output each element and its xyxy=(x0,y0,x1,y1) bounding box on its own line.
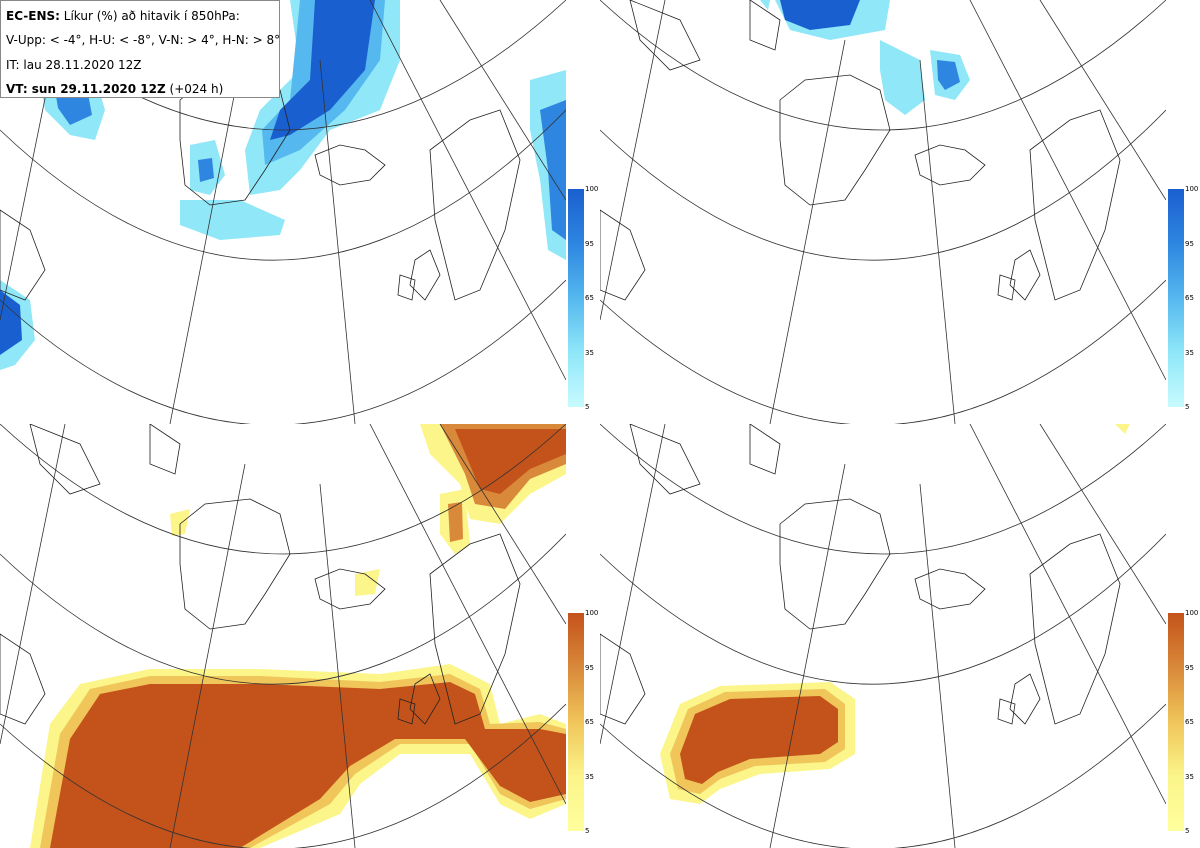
legend-line-1: EC-ENS: Líkur (%) að hitavik í 850hPa: xyxy=(6,9,240,23)
legend-line-2: V-Upp: < -4°, H-U: < -8°, V-N: > 4°, H-N… xyxy=(6,33,281,47)
graticule xyxy=(0,424,566,848)
colorbar-tick-label: 95 xyxy=(1185,239,1194,248)
panel-cold-minus8 xyxy=(600,0,1166,424)
coastlines xyxy=(0,424,521,725)
graticule xyxy=(600,424,1166,848)
colorbar-band xyxy=(568,722,584,777)
colorbar-band xyxy=(568,667,584,722)
colorbar-band xyxy=(1168,776,1184,831)
legend-vt-bold: VT: sun 29.11.2020 12Z xyxy=(6,82,166,96)
colorbar-tick-label: 95 xyxy=(1185,663,1194,672)
colorbar-band xyxy=(568,243,584,298)
colorbar-tick-label: 5 xyxy=(585,827,590,835)
map-warm-plus8 xyxy=(600,424,1166,848)
legend-vt-rest: (+024 h) xyxy=(169,82,224,96)
colorbar-band xyxy=(1168,613,1184,668)
colorbar-warm-left: 100 95 65 35 5 xyxy=(568,609,598,835)
colorbar-tick-label: 65 xyxy=(1185,718,1194,726)
legend-title-rest: Líkur (%) að hitavik í 850hPa: xyxy=(63,9,240,23)
colorbar-tick-label: 35 xyxy=(1185,348,1194,357)
colorbar-band xyxy=(1168,243,1184,298)
colorbar-tick-label: 95 xyxy=(585,663,594,672)
panel-cold-minus4: EC-ENS: Líkur (%) að hitavik í 850hPa: V… xyxy=(0,0,566,424)
colorbar-band xyxy=(568,189,584,244)
colorbar-band xyxy=(568,352,584,407)
map-warm-plus4 xyxy=(0,424,566,848)
graticule xyxy=(600,0,1166,424)
colorbar-tick-label: 35 xyxy=(585,772,594,781)
colorbar-tick-label: 5 xyxy=(1185,827,1190,835)
legend-line-4: VT: sun 29.11.2020 12Z (+024 h) xyxy=(6,82,223,96)
coastlines xyxy=(600,424,1121,725)
colorbar-tick-label: 5 xyxy=(1185,403,1190,411)
legend-line-3: IT: lau 28.11.2020 12Z xyxy=(6,58,142,72)
colorbar-band xyxy=(1168,722,1184,777)
colorbar-tick-label: 65 xyxy=(1185,294,1194,302)
colorbar-band xyxy=(568,776,584,831)
map-cold-minus8 xyxy=(600,0,1166,424)
colorbar-tick-label: 95 xyxy=(585,239,594,248)
colorbar-tick-label: 35 xyxy=(1185,772,1194,781)
map-cold-minus4 xyxy=(0,0,566,424)
colorbar-band xyxy=(1168,189,1184,244)
colorbar-tick-label: 5 xyxy=(585,403,590,411)
colorbar-tick-label: 100 xyxy=(585,609,599,617)
colorbar-tick-label: 100 xyxy=(1185,185,1199,193)
colorbar-tick-label: 65 xyxy=(585,718,594,726)
legend-title-bold: EC-ENS: xyxy=(6,9,60,23)
colorbar-cold-left: 100 95 65 35 5 xyxy=(568,185,598,411)
panel-warm-plus8 xyxy=(600,424,1166,848)
colorbar-band xyxy=(1168,352,1184,407)
colorbar-tick-label: 100 xyxy=(1185,609,1199,617)
colorbar-band xyxy=(568,613,584,668)
legend-box: EC-ENS: Líkur (%) að hitavik í 850hPa: V… xyxy=(0,0,280,98)
colorbar-tick-label: 65 xyxy=(585,294,594,302)
colorbar-band xyxy=(568,298,584,353)
panel-warm-plus4 xyxy=(0,424,566,848)
colorbar-band xyxy=(1168,298,1184,353)
probability-shading xyxy=(660,424,1130,804)
probability-shading xyxy=(0,0,566,370)
colorbar-tick-label: 35 xyxy=(585,348,594,357)
coastlines xyxy=(600,0,1121,301)
probability-shading xyxy=(30,424,566,848)
colorbar-band xyxy=(1168,667,1184,722)
probability-shading xyxy=(760,0,970,115)
colorbar-cold-right: 100 95 65 35 5 xyxy=(1168,185,1198,411)
colorbar-tick-label: 100 xyxy=(585,185,599,193)
colorbar-warm-right: 100 95 65 35 5 xyxy=(1168,609,1198,835)
